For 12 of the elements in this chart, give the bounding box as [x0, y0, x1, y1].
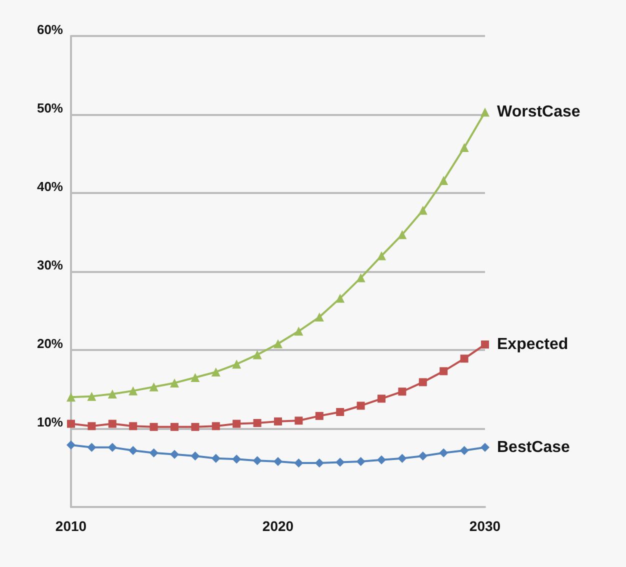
- y-tick-label: 10%: [36, 414, 64, 430]
- y-tick-label: 60%: [36, 22, 64, 37]
- x-tick-label: 2010: [55, 518, 87, 534]
- y-tick-label: 40%: [36, 179, 64, 194]
- series-label: WorstCase: [497, 104, 580, 121]
- x-tick-label: 2030: [469, 518, 501, 534]
- y-tick-label: 30%: [36, 258, 64, 272]
- y-tick-label: 20%: [36, 336, 64, 351]
- series-label: BestCase: [497, 438, 570, 456]
- series-label: Expected: [497, 336, 568, 354]
- y-tick-label: 50%: [36, 100, 64, 116]
- x-tick-label: 2020: [262, 518, 294, 534]
